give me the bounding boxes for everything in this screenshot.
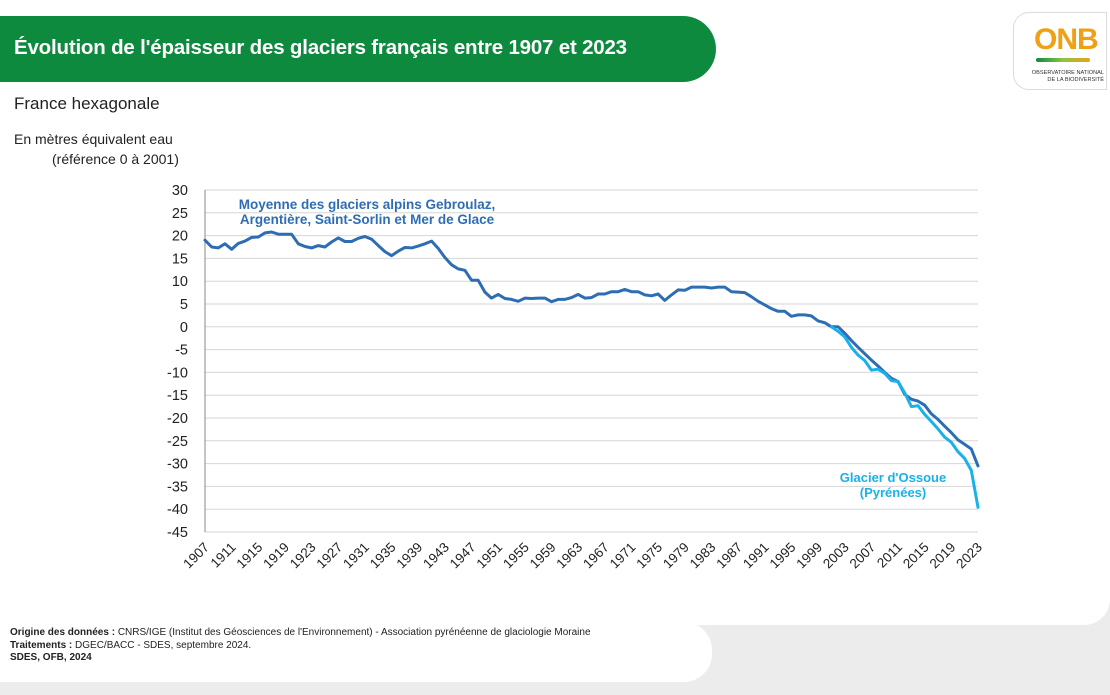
x-tick-label: 1983 [687, 540, 719, 572]
series-label-ossoue-line2: (Pyrénées) [860, 485, 926, 500]
processing-label: Traitements : [10, 639, 73, 651]
logo-subtitle-line2: DE LA BIODIVERSITÉ [1047, 77, 1104, 83]
y-tick-label: -15 [167, 388, 188, 404]
y-tick-label: -20 [167, 411, 188, 427]
logo-subtitle-line1: OBSERVATOIRE NATIONAL [1031, 70, 1104, 76]
y-tick-label: 15 [172, 251, 188, 267]
y-axis-reference: (référence 0 à 2001) [52, 151, 179, 167]
x-tick-label: 1971 [607, 540, 639, 572]
y-tick-label: -35 [167, 479, 188, 495]
y-tick-label: 5 [180, 297, 188, 313]
line-chart: 302520151050-5-10-15-20-25-30-35-40-4519… [167, 183, 985, 572]
y-tick-label: 30 [172, 183, 188, 199]
series-line-ossoue [829, 325, 980, 509]
y-tick-label: -25 [167, 434, 188, 450]
y-tick-label: 25 [172, 206, 188, 222]
y-tick-label: -5 [175, 343, 188, 359]
x-tick-label: 1999 [793, 540, 825, 572]
logo-stripe [1036, 58, 1090, 62]
series-line-alps [203, 230, 980, 468]
y-tick-label: 0 [180, 320, 188, 336]
y-axis-unit: En mètres équivalent eau [14, 131, 173, 147]
x-tick-label: 2023 [953, 540, 985, 572]
credit-line: SDES, OFB, 2024 [10, 652, 712, 665]
processing-line: Traitements : DGEC/BACC - SDES, septembr… [10, 640, 712, 653]
chart-title: Évolution de l'épaisseur des glaciers fr… [14, 36, 627, 59]
x-tick-label: 2015 [900, 540, 932, 572]
x-tick-label: 1947 [447, 540, 479, 572]
chart-subtitle: France hexagonale [14, 94, 160, 113]
y-tick-label: -45 [167, 525, 188, 541]
x-tick-label: 1939 [394, 540, 426, 572]
x-tick-label: 1935 [367, 540, 399, 572]
y-tick-label: 20 [172, 229, 188, 245]
source-text: CNRS/IGE (Institut des Géosciences de l'… [117, 627, 591, 638]
x-tick-label: 1967 [580, 540, 612, 572]
x-tick-label: 1959 [527, 540, 559, 572]
y-tick-label: 10 [172, 274, 188, 290]
x-tick-label: 1951 [473, 540, 505, 572]
x-tick-label: 1911 [208, 540, 239, 571]
x-tick-label: 1915 [234, 540, 266, 572]
series-label-ossoue-line1: Glacier d'Ossoue [840, 470, 946, 485]
x-tick-label: 1963 [553, 540, 585, 572]
source-label: Origine des données : [10, 627, 116, 638]
x-tick-label: 2007 [847, 540, 879, 572]
credit-text: SDES, OFB, 2024 [10, 652, 92, 663]
title-banner: Évolution de l'épaisseur des glaciers fr… [0, 16, 716, 82]
x-tick-label: 1995 [767, 540, 799, 572]
x-tick-label: 1991 [740, 540, 772, 572]
x-tick-label: 1943 [420, 540, 452, 572]
processing-text: DGEC/BACC - SDES, septembre 2024. [75, 639, 252, 651]
y-tick-label: -30 [167, 457, 188, 473]
series-label-alps-line2: Argentière, Saint-Sorlin et Mer de Glace [240, 212, 495, 227]
x-tick-label: 2011 [874, 540, 905, 571]
series-label-alps-line1: Moyenne des glaciers alpins Gebroulaz, [239, 197, 496, 212]
x-tick-label: 1927 [314, 540, 346, 572]
y-tick-label: -40 [167, 502, 188, 518]
source-line: Origine des données : CNRS/IGE (Institut… [10, 627, 712, 640]
x-tick-label: 1979 [660, 540, 692, 572]
onb-logo: ONB OBSERVATOIRE NATIONAL DE LA BIODIVER… [1013, 12, 1107, 90]
x-tick-label: 1987 [713, 540, 745, 572]
logo-wordmark: ONB [1034, 23, 1099, 56]
x-tick-label: 1907 [180, 540, 212, 572]
y-tick-label: -10 [167, 365, 188, 381]
x-tick-label: 2019 [927, 540, 959, 572]
source-footer: Origine des données : CNRS/IGE (Institut… [0, 622, 712, 682]
x-tick-label: 2003 [820, 540, 852, 572]
x-tick-label: 1931 [340, 540, 372, 572]
x-tick-label: 1955 [500, 540, 532, 572]
chart-card [0, 0, 1110, 625]
x-tick-label: 1919 [260, 540, 292, 572]
x-tick-label: 1923 [287, 540, 319, 572]
x-tick-label: 1975 [633, 540, 665, 572]
